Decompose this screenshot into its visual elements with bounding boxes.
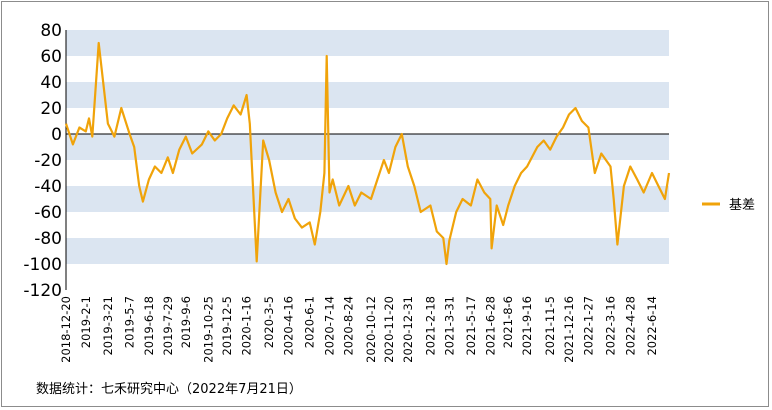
legend: 基差: [702, 198, 755, 213]
x-tick-label: 2021-9-16: [520, 296, 534, 356]
x-tick-label: 2021-3-31: [442, 296, 456, 356]
y-tick-label: -60: [34, 203, 62, 223]
x-tick-label: 2021-12-16: [562, 296, 576, 363]
x-tick-label: 2019-7-29: [161, 296, 175, 356]
y-tick-label: -80: [34, 229, 62, 249]
x-tick-label: 2018-12-20: [59, 296, 73, 363]
y-axis-ticks: 80 60 40 20 0 -20 -40 -60 -80 -100 -120: [23, 21, 62, 301]
y-tick-label: -120: [23, 281, 62, 301]
x-tick-label: 2021-2-18: [423, 296, 437, 356]
x-tick-label: 2022-1-27: [581, 296, 595, 356]
background-band: [66, 134, 669, 160]
y-tick-label: 20: [40, 99, 62, 119]
x-tick-label: 2022-6-14: [645, 296, 659, 356]
x-tick-label: 2019-2-1: [79, 296, 93, 348]
x-tick-label: 2021-6-28: [483, 296, 497, 356]
x-tick-label: 2020-12-31: [401, 296, 415, 363]
y-tick-label: 40: [40, 73, 62, 93]
x-tick-label: 2019-12-5: [220, 296, 234, 356]
x-tick-label: 2019-6-18: [142, 296, 156, 356]
background-band: [66, 30, 669, 56]
background-band: [66, 238, 669, 264]
background-band: [66, 82, 669, 108]
x-tick-label: 2021-11-5: [543, 296, 557, 356]
x-tick-label: 2022-4-28: [623, 296, 637, 356]
y-tick-label: -100: [23, 255, 62, 275]
x-tick-label: 2020-4-16: [281, 296, 295, 356]
y-tick-label: 80: [40, 21, 62, 41]
x-tick-label: 2020-10-12: [364, 296, 378, 363]
background-band: [66, 186, 669, 212]
source-note: 数据统计：七禾研究中心（2022年7月21日）: [36, 382, 302, 397]
x-tick-label: 2022-3-16: [603, 296, 617, 356]
x-tick-label: 2019-10-25: [201, 296, 215, 363]
x-tick-label: 2020-3-5: [262, 296, 276, 348]
x-tick-label: 2019-9-6: [179, 296, 193, 348]
y-tick-label: -40: [34, 177, 62, 197]
y-tick-label: -20: [34, 151, 62, 171]
x-axis-ticks: 2018-12-20 2019-2-1 2019-3-21 2019-5-7 2019-…: [59, 296, 659, 363]
x-tick-label: 2019-3-21: [101, 296, 115, 356]
y-tick-label: 60: [40, 47, 62, 67]
x-tick-label: 2019-5-7: [123, 296, 137, 348]
y-tick-label: 0: [51, 125, 62, 145]
x-tick-label: 2021-5-17: [464, 296, 478, 356]
background-bands: [66, 30, 669, 264]
x-tick-label: 2020-6-1: [303, 296, 317, 348]
x-tick-label: 2021-8-6: [501, 296, 515, 348]
x-tick-label: 2020-7-14: [322, 296, 336, 356]
x-tick-label: 2020-1-16: [240, 296, 254, 356]
legend-label: 基差: [729, 198, 755, 213]
series-line-basis: [64, 41, 671, 266]
x-tick-label: 2020-11-20: [382, 296, 396, 363]
x-tick-label: 2020-8-24: [341, 296, 355, 356]
